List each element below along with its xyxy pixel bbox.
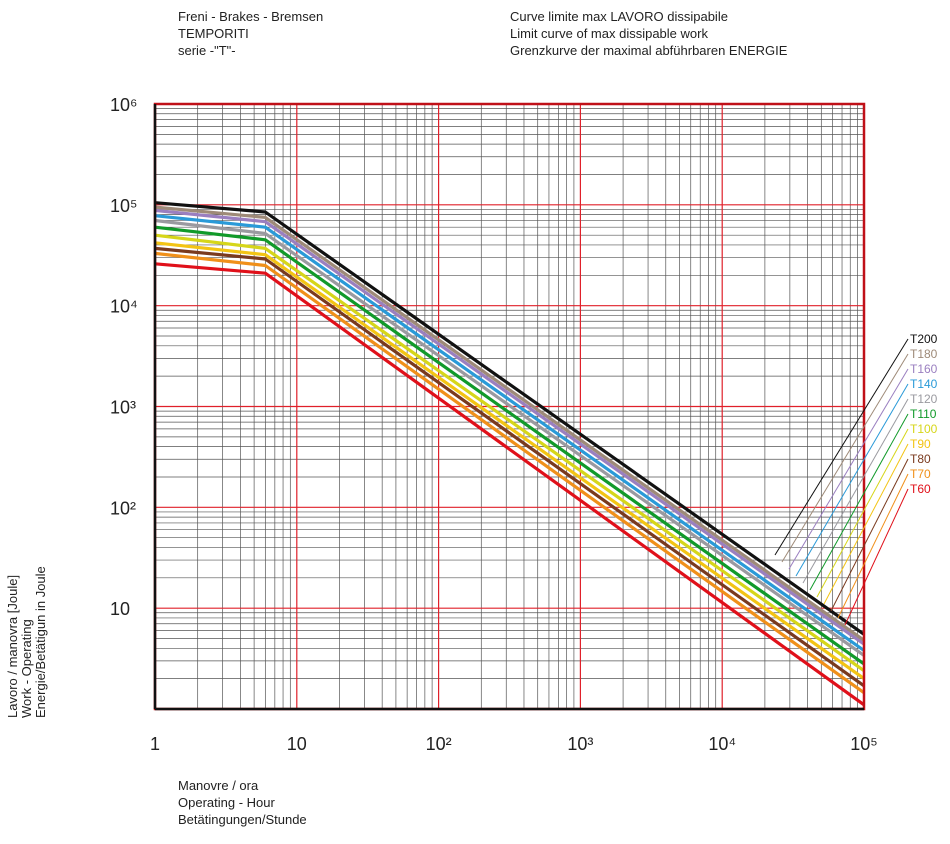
- y-tick-label: 10⁶: [110, 95, 137, 115]
- x-axis-label: Manovre / ora Operating - Hour Betätingu…: [178, 777, 307, 828]
- header-left-line-2: TEMPORITI: [178, 26, 249, 41]
- y-tick-label: 10: [110, 599, 130, 619]
- x-tick-label: 10⁵: [850, 734, 877, 754]
- legend-leader-t90: [823, 443, 909, 605]
- legend-label-t180: T180: [910, 347, 938, 361]
- header-left-line-3: serie -"T"-: [178, 43, 236, 58]
- legend-leader-t140: [795, 383, 909, 577]
- legend-leader-t60: [844, 488, 909, 626]
- x-axis-label-line-3: Betätingungen/Stunde: [178, 812, 307, 827]
- series-line-t110: [154, 225, 865, 666]
- header-left: Freni - Brakes - Bremsen TEMPORITI serie…: [178, 8, 323, 59]
- legend-leader-t70: [837, 473, 909, 619]
- series-line-t200: [154, 201, 865, 636]
- legend-leader-t120: [802, 398, 909, 584]
- legend-label-t80: T80: [910, 452, 931, 466]
- legend-label-t120: T120: [910, 392, 938, 406]
- legend-leader-t110: [809, 413, 909, 591]
- x-tick-label: 10²: [426, 734, 452, 754]
- y-tick-label: 10⁵: [110, 196, 137, 216]
- series-line-t60: [154, 262, 865, 707]
- legend-label-t110: T110: [910, 407, 937, 421]
- x-tick-label: 1: [150, 734, 160, 754]
- tick-labels: 1 10 10² 10³ 10⁴ 10⁵ 10 10² 10³ 10⁴ 10⁵ 10⁶: [110, 95, 878, 754]
- series-line-t180: [154, 205, 865, 642]
- series-line-t80: [154, 246, 865, 688]
- series-line-t70: [154, 251, 865, 695]
- legend-leader-t80: [830, 458, 909, 612]
- header-right-line-1: Curve limite max LAVORO dissipabile: [510, 9, 728, 24]
- legend-label-t100: T100: [910, 422, 938, 436]
- legend-label-t200: T200: [910, 332, 938, 346]
- series-layer: [154, 201, 865, 707]
- legend-label-t60: T60: [910, 482, 931, 496]
- header-left-line-1: Freni - Brakes - Bremsen: [178, 9, 324, 24]
- y-tick-label: 10⁴: [110, 297, 138, 317]
- legend-label-t160: T160: [910, 362, 938, 376]
- x-axis-label-line-2: Operating - Hour: [178, 795, 275, 810]
- y-tick-label: 10²: [110, 498, 136, 518]
- header-right-line-2: Limit curve of max dissipable work: [510, 26, 708, 41]
- header-right-line-3: Grenzkurve der maximal abführbaren ENERG…: [510, 43, 788, 58]
- legend-label-t90: T90: [910, 437, 931, 451]
- x-tick-label: 10: [287, 734, 307, 754]
- legend-leader-t180: [781, 353, 909, 563]
- plot-frame: [153, 102, 866, 711]
- series-line-t140: [154, 214, 865, 652]
- x-tick-label: 10⁴: [708, 734, 736, 754]
- legend-label-t70: T70: [910, 467, 931, 481]
- series-line-t120: [154, 218, 865, 657]
- legend-leader-t160: [788, 368, 909, 570]
- series-line-t90: [154, 241, 865, 680]
- x-tick-label: 10³: [567, 734, 593, 754]
- y-tick-label: 10³: [110, 398, 136, 418]
- header-right: Curve limite max LAVORO dissipabile Limi…: [510, 8, 787, 59]
- series-line-t160: [154, 208, 865, 646]
- legend-leader-t100: [816, 428, 909, 598]
- series-line-t100: [154, 233, 865, 673]
- legend-label-t140: T140: [910, 377, 938, 391]
- x-axis-label-line-1: Manovre / ora: [178, 778, 259, 793]
- legend-leader-t200: [774, 338, 909, 556]
